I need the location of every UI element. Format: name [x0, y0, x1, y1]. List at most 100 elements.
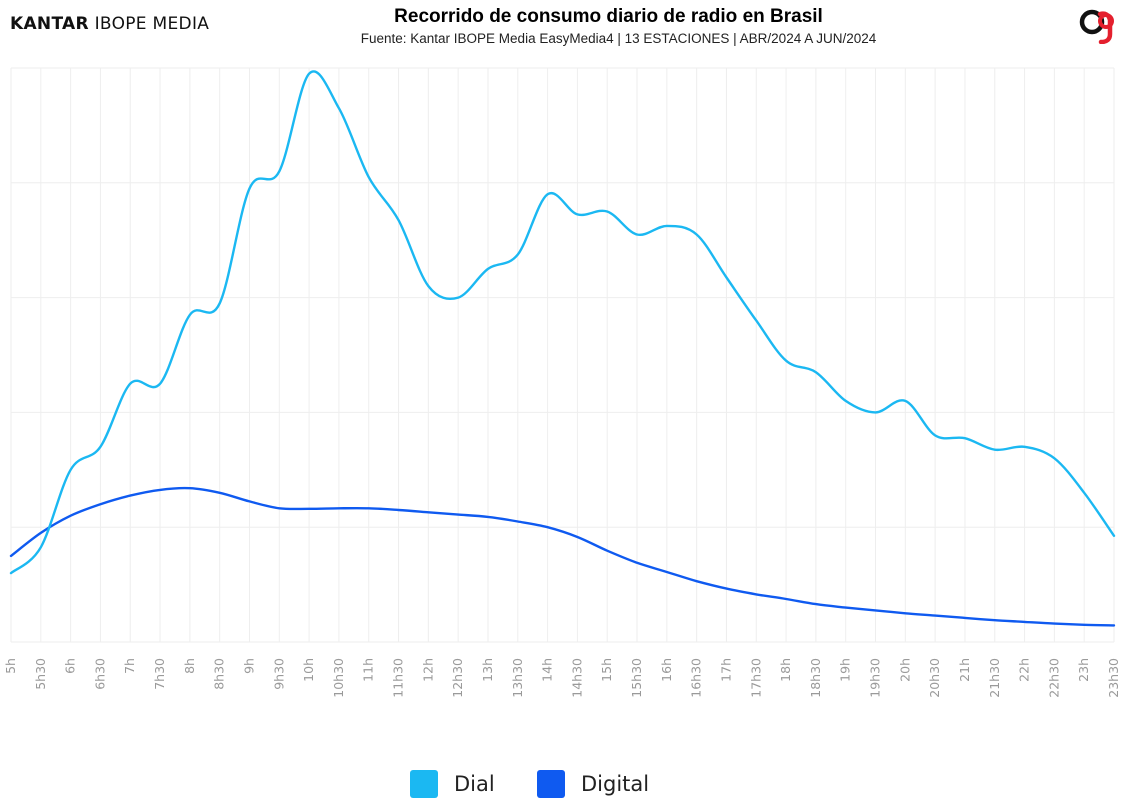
x-tick-label: 15h30 [629, 658, 644, 698]
data-point-dial [607, 211, 608, 212]
data-point-digital [338, 508, 339, 509]
x-tick-label: 10h30 [331, 658, 346, 698]
data-point-dial [815, 372, 816, 373]
x-tick-label: 7h30 [152, 658, 167, 690]
legend-label-digital: Digital [581, 772, 650, 796]
data-point-dial [70, 469, 71, 470]
data-point-digital [40, 532, 41, 533]
x-tick-label: 13h30 [510, 658, 525, 698]
x-tick-label: 22h30 [1046, 658, 1061, 698]
data-point-digital [279, 508, 280, 509]
data-point-dial [309, 73, 310, 74]
x-tick-label: 13h [480, 658, 495, 682]
data-point-dial [130, 383, 131, 384]
data-point-dial [279, 171, 280, 172]
chart-title: Recorrido de consumo diario de radio en … [394, 6, 823, 27]
data-point-digital [517, 521, 518, 522]
legend-swatch-dial [410, 770, 438, 798]
data-point-digital [249, 501, 250, 502]
x-tick-label: 16h [659, 658, 674, 682]
data-point-dial [1024, 446, 1025, 447]
data-point-dial [845, 400, 846, 401]
data-point-dial [428, 286, 429, 287]
data-point-dial [219, 303, 220, 304]
data-point-dial [189, 314, 190, 315]
data-point-digital [726, 588, 727, 589]
legend-item-dial[interactable]: Dial [410, 770, 495, 798]
data-point-dial [159, 383, 160, 384]
data-point-dial [458, 297, 459, 298]
x-tick-label: 18h30 [808, 658, 823, 698]
data-point-digital [636, 562, 637, 563]
data-point-dial [577, 214, 578, 215]
x-tick-label: 6h [63, 658, 78, 674]
data-point-dial [100, 446, 101, 447]
data-point-dial [547, 194, 548, 195]
x-tick-label: 11h [361, 658, 376, 682]
data-point-dial [249, 188, 250, 189]
data-point-dial [1054, 458, 1055, 459]
data-point-digital [1084, 624, 1085, 625]
data-point-dial [726, 277, 727, 278]
x-tick-label: 12h30 [450, 658, 465, 698]
data-point-digital [1054, 623, 1055, 624]
data-point-digital [845, 607, 846, 608]
x-tick-label: 23h [1076, 658, 1091, 682]
legend-label-dial: Dial [454, 772, 495, 796]
data-point-digital [1113, 625, 1114, 626]
x-tick-label: 7h [122, 658, 137, 674]
series-layer [9, 70, 1116, 627]
data-point-digital [577, 536, 578, 537]
data-point-digital [100, 504, 101, 505]
x-tick-label: 14h [540, 658, 555, 682]
x-tick-label: 21h30 [987, 658, 1002, 698]
chart-subtitle: Fuente: Kantar IBOPE Media EasyMedia4 | … [360, 31, 877, 46]
data-point-digital [219, 492, 220, 493]
data-point-dial [10, 573, 11, 574]
data-point-dial [636, 234, 637, 235]
data-point-dial [338, 108, 339, 109]
data-point-digital [547, 527, 548, 528]
x-tick-label: 14h30 [569, 658, 584, 698]
x-tick-label: 18h [778, 658, 793, 682]
data-point-dial [1084, 492, 1085, 493]
data-point-dial [517, 254, 518, 255]
data-point-digital [189, 488, 190, 489]
data-point-dial [40, 547, 41, 548]
legend-swatch-digital [537, 770, 565, 798]
series-line-dial [9, 70, 1116, 575]
data-point-dial [756, 320, 757, 321]
x-tick-label: 5h30 [33, 658, 48, 690]
data-point-dial [994, 449, 995, 450]
data-point-dial [785, 360, 786, 361]
line-chart: 5h 5h30 6h 6h30 7h 7h30 8h 8h30 9h 9h30 10h 10h30 11… [3, 67, 1121, 698]
data-point-dial [398, 220, 399, 221]
data-point-dial [1113, 535, 1114, 536]
data-point-digital [70, 515, 71, 516]
data-point-digital [875, 610, 876, 611]
x-tick-label: 17h [718, 658, 733, 682]
x-tick-label: 19h [838, 658, 853, 682]
data-point-digital [458, 514, 459, 515]
data-point-digital [994, 620, 995, 621]
data-point-digital [815, 604, 816, 605]
data-point-digital [785, 598, 786, 599]
data-point-digital [666, 571, 667, 572]
data-point-dial [905, 400, 906, 401]
data-point-digital [10, 555, 11, 556]
x-tick-label: 21h [957, 658, 972, 682]
data-point-digital [935, 615, 936, 616]
data-point-dial [696, 234, 697, 235]
kantar-brand: KANTAR IBOPE MEDIA [10, 14, 210, 34]
data-point-digital [756, 594, 757, 595]
x-tick-label: 10h [301, 658, 316, 682]
x-tick-label: 9h30 [271, 658, 286, 690]
x-tick-label: 9h [241, 658, 256, 674]
data-point-digital [368, 508, 369, 509]
x-tick-label: 17h30 [748, 658, 763, 698]
series-line-digital [9, 486, 1116, 627]
x-tick-label: 19h30 [868, 658, 883, 698]
legend-item-digital[interactable]: Digital [537, 770, 649, 798]
data-point-dial [666, 225, 667, 226]
x-tick-label: 5h [3, 658, 18, 674]
